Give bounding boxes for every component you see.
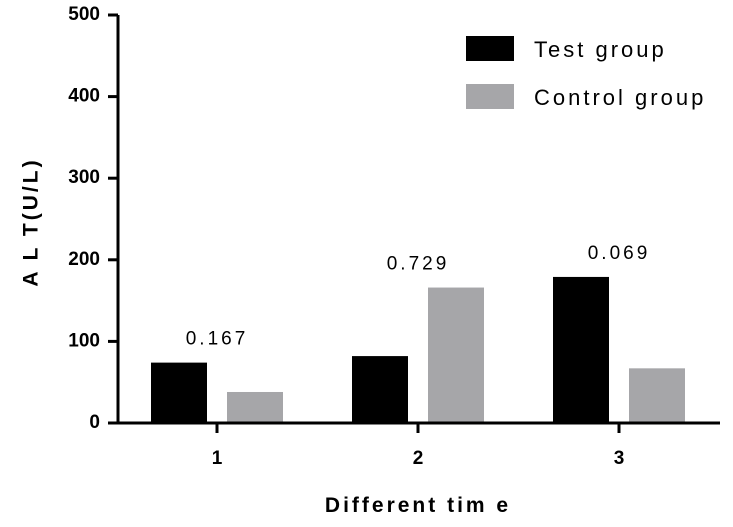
legend-swatch-test-group — [466, 36, 514, 61]
bar-test-group-2 — [352, 356, 408, 423]
p-value-annotation-2: 0.729 — [387, 254, 450, 275]
bars-layer — [151, 276, 685, 423]
y-tick-label: 200 — [68, 249, 100, 270]
p-value-annotation-3: 0.069 — [588, 243, 651, 264]
bar-control-group-1 — [227, 391, 283, 423]
y-tick-label: 500 — [68, 4, 100, 25]
y-axis-title: A L T(U/L) — [20, 157, 43, 286]
bar-test-group-1 — [151, 362, 207, 423]
x-ticks: 1 2 3 — [212, 423, 625, 469]
y-tick-label: 100 — [68, 330, 100, 351]
x-axis-title: Different tim e — [325, 494, 511, 517]
x-tick-label: 2 — [413, 448, 424, 469]
legend: Test group Control group — [466, 36, 706, 110]
y-tick-label: 0 — [89, 412, 100, 433]
x-tick-label: 3 — [614, 448, 625, 469]
annotations-layer: 0.167 0.729 0.069 — [186, 243, 651, 350]
legend-label-control-group: Control group — [534, 85, 706, 110]
legend-swatch-control-group — [466, 84, 514, 109]
y-ticks: 0 100 200 300 400 500 — [68, 4, 118, 433]
legend-label-test-group: Test group — [534, 37, 667, 62]
y-tick-label: 300 — [68, 167, 100, 188]
p-value-annotation-1: 0.167 — [186, 329, 249, 350]
y-tick-label: 400 — [68, 86, 100, 107]
bar-control-group-2 — [428, 287, 484, 423]
x-tick-label: 1 — [212, 448, 223, 469]
bar-test-group-3 — [553, 276, 609, 423]
bar-control-group-3 — [629, 368, 685, 423]
